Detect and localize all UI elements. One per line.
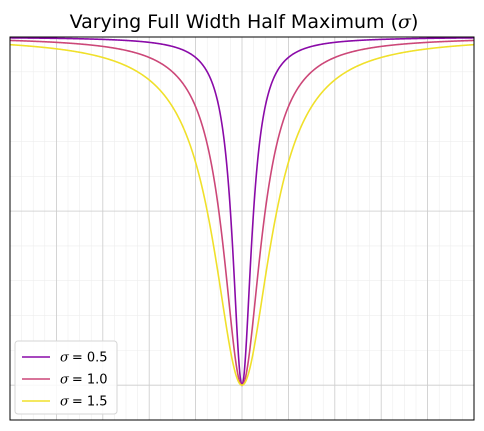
chart-title-symbol: σ: [398, 11, 412, 33]
legend-label-value: = 1.5: [72, 395, 108, 410]
legend-label-symbol: σ: [60, 373, 70, 388]
legend-label-value: = 1.0: [72, 373, 108, 388]
chart-title: Varying Full Width Half Maximum (σ): [70, 11, 419, 33]
legend-label-3: σ = 1.5: [60, 395, 108, 410]
legend: σ = 0.5σ = 1.0σ = 1.5: [14, 340, 118, 415]
legend-label-2: σ = 1.0: [60, 373, 108, 388]
legend-label-symbol: σ: [60, 351, 70, 366]
legend-label-value: = 0.5: [72, 351, 108, 366]
chart-title-prefix: Varying Full Width Half Maximum (: [70, 11, 398, 33]
series-line-3: [9, 43, 475, 386]
legend-box: [14, 340, 118, 415]
legend-label-1: σ = 0.5: [60, 351, 108, 366]
series-lines: [9, 37, 475, 387]
chart-title-suffix: ): [411, 11, 418, 33]
plot-frame: [9, 36, 475, 421]
legend-label-symbol: σ: [60, 395, 70, 410]
